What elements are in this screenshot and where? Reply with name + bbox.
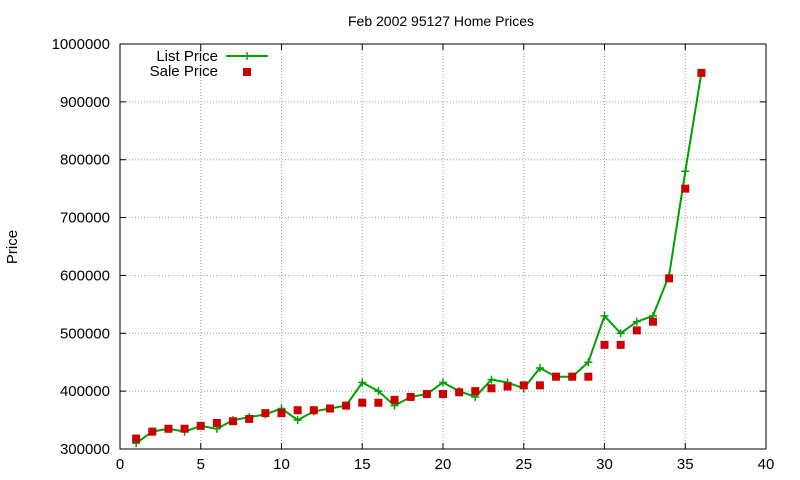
sale-price-point <box>325 404 334 413</box>
y-tick-label: 1000000 <box>52 36 110 53</box>
y-tick-label: 500000 <box>60 325 110 342</box>
sale-price-point <box>196 421 205 430</box>
series-layer <box>132 68 706 448</box>
sale-price-point <box>422 390 431 399</box>
sale-price-point <box>374 398 383 407</box>
tick-layer: 0 5 10 15 20 25 30 35 40 300000 400000 500000 600000… <box>52 36 775 473</box>
x-tick-label: 0 <box>116 456 124 473</box>
sale-price-point <box>697 68 706 77</box>
list-price-point <box>374 387 383 396</box>
x-tick-label: 25 <box>515 456 532 473</box>
sale-price-point <box>552 372 561 381</box>
list-price-point <box>535 364 544 372</box>
x-tick-label: 35 <box>677 456 694 473</box>
y-tick-label: 300000 <box>60 441 110 458</box>
sale-price-point <box>487 384 496 393</box>
list-price-point <box>584 358 593 367</box>
sale-price-point <box>277 409 286 418</box>
sale-price-point <box>245 414 254 423</box>
x-tick-label: 5 <box>197 456 205 473</box>
sale-price-point <box>293 406 302 415</box>
sale-price-point <box>132 434 141 443</box>
list-price-point <box>439 378 447 387</box>
y-tick-label: 600000 <box>60 267 110 284</box>
y-tick-label: 900000 <box>60 94 110 111</box>
sale-price-point <box>681 184 690 193</box>
sale-price-point <box>342 401 351 410</box>
sale-price-point <box>229 417 238 426</box>
sale-price-point <box>358 398 367 407</box>
legend-marker-sale-price <box>243 68 251 76</box>
sale-price-point <box>600 340 609 349</box>
list-price-point <box>293 416 302 425</box>
sale-price-point <box>503 382 512 391</box>
sale-price-point <box>455 388 464 397</box>
sale-price-point <box>261 409 270 418</box>
sale-price-point <box>471 387 480 396</box>
x-tick-label: 20 <box>435 456 452 473</box>
sale-price-point <box>439 390 447 399</box>
y-axis-label: Price <box>4 230 21 264</box>
sale-price-point <box>519 381 528 390</box>
sale-price-point <box>164 424 173 433</box>
x-tick-label: 40 <box>758 456 775 473</box>
legend-marker-list-price <box>243 52 251 60</box>
sale-price-point <box>665 274 674 283</box>
list-price-point <box>616 329 625 338</box>
list-price-point <box>358 378 367 387</box>
sale-price-point <box>148 427 157 436</box>
sale-price-point <box>648 317 657 326</box>
chart-title: Feb 2002 95127 Home Prices <box>348 13 534 29</box>
legend-label-sale-price: Sale Price <box>150 63 218 80</box>
list-price-point <box>487 375 496 384</box>
x-tick-label: 30 <box>596 456 613 473</box>
sale-price-point <box>632 326 641 335</box>
y-tick-label: 800000 <box>60 152 110 169</box>
sale-price-point <box>584 372 593 381</box>
y-tick-label: 700000 <box>60 210 110 227</box>
sale-price-point <box>390 395 399 404</box>
sale-price-point <box>180 424 189 433</box>
list-price-point <box>632 317 641 326</box>
legend-label-list-price: List Price <box>156 48 218 65</box>
sale-price-point <box>568 372 577 381</box>
list-price-point <box>600 311 609 320</box>
sale-price-point <box>616 340 625 349</box>
y-tick-label: 400000 <box>60 383 110 400</box>
sale-price-point <box>309 406 318 415</box>
sale-price-point <box>535 381 544 390</box>
x-tick-label: 15 <box>354 456 371 473</box>
sale-price-point <box>212 418 221 427</box>
sale-price-point <box>406 392 415 401</box>
x-tick-label: 10 <box>273 456 290 473</box>
list-price-point <box>681 167 690 176</box>
